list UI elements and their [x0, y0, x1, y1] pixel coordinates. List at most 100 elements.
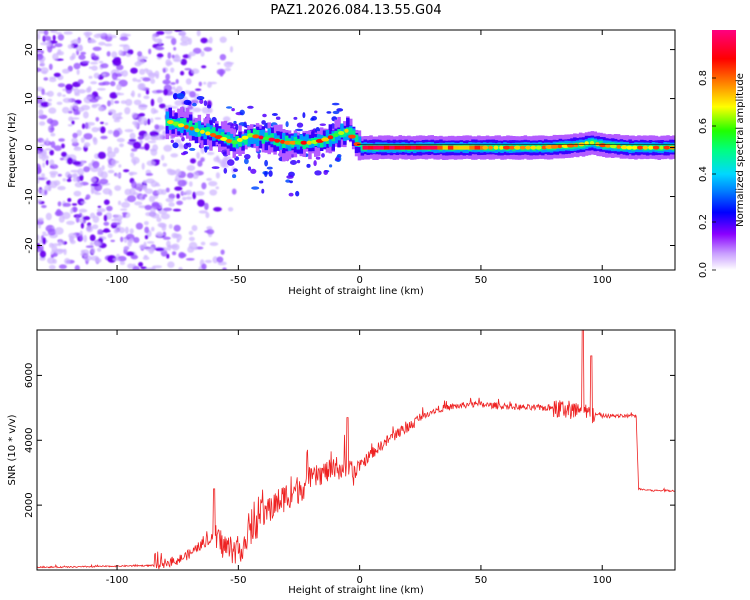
spectrogram-noise-blob [57, 185, 66, 191]
spectrogram-noise-blob [37, 247, 42, 253]
spectrogram-noise-blob [83, 234, 88, 243]
spectrogram-cell [458, 145, 465, 150]
snr-y-tick-label: 4000 [24, 428, 35, 453]
spectrogram-cell [266, 166, 273, 170]
spectrogram-noise-blob [154, 117, 162, 120]
spectrogram-noise-blob [206, 177, 213, 181]
spectrogram-noise-blob [63, 31, 73, 35]
spectrogram-noise-blob [131, 112, 138, 119]
spectrogram-cell [415, 145, 422, 150]
spectrogram-noise-blob [219, 69, 224, 77]
spectrogram-cell [203, 100, 208, 107]
spectrogram-cell [279, 139, 283, 150]
spectrogram-noise-blob [183, 90, 192, 94]
spectrogram-noise-blob [196, 151, 201, 159]
colorbar: 0.0 0.2 0.4 0.6 0.8 Normalized spectral ampl… [698, 30, 746, 278]
spectrogram-noise-blob [142, 77, 151, 82]
spectrogram-cell [244, 137, 248, 145]
spectrogram-noise-blob [69, 235, 74, 242]
spectrogram-noise-blob [62, 68, 70, 74]
spectrogram-noise-blob [209, 242, 219, 246]
spectrogram-cell [244, 158, 249, 165]
spectrogram-noise-blob [163, 88, 169, 96]
spectrogram-noise-blob [151, 265, 156, 270]
spectrogram-noise-blob [146, 241, 155, 244]
spectrogram-noise-blob [88, 66, 93, 69]
spectrogram-noise-blob [47, 257, 56, 264]
spectrogram-noise-blob [45, 137, 49, 145]
spectrogram-noise-blob [163, 144, 173, 152]
spectrogram-noise-blob [204, 259, 212, 264]
spectrogram-noise-blob [125, 98, 133, 106]
spectrogram-cell [282, 132, 286, 147]
snr-x-tick-label: -50 [230, 575, 246, 586]
spectrogram-noise-blob [120, 236, 124, 243]
spectrogram-cell [275, 116, 281, 120]
spectrogram-noise-blob [149, 248, 154, 252]
spectrogram-cell [305, 142, 309, 148]
spectrogram-noise-blob [41, 173, 45, 178]
spectrogram-noise-blob [149, 148, 156, 152]
spectrogram-cell [286, 175, 294, 179]
spectrogram-noise-blob [97, 169, 104, 177]
snr-x-tick-label: 100 [593, 575, 612, 586]
spectrogram-cell [285, 121, 289, 128]
spectrogram-cell [550, 144, 559, 149]
spectrogram-cell [488, 145, 493, 150]
spectrogram-noise-blob [72, 172, 78, 179]
spectrogram-noise-blob [175, 79, 179, 84]
spectrogram-noise-blob [103, 199, 110, 205]
spectrogram-noise-blob [92, 136, 97, 143]
spectrogram-noise-blob [192, 171, 199, 179]
spectrogram-noise-blob [42, 237, 47, 245]
spectrogram-cell [535, 145, 542, 150]
spectrogram-cell [637, 145, 644, 150]
spectrogram-noise-blob [142, 256, 150, 261]
spectrogram-cell [328, 134, 333, 147]
spectrogram-cell [367, 145, 374, 150]
spectrogram-cell [264, 159, 268, 167]
spectrogram-cell [519, 145, 526, 150]
spectrogram-cell [199, 99, 204, 104]
spectrogram-cell [241, 135, 249, 140]
spectrogram-noise-blob [139, 68, 146, 75]
spectrogram-noise-blob [203, 81, 207, 85]
spectrogram-noise-blob [119, 261, 125, 265]
spectrogram-cell [642, 145, 649, 150]
spectrogram-noise-blob [120, 208, 128, 211]
spectrogram-cell [663, 145, 671, 150]
spectrogram-noise-blob [90, 247, 96, 254]
spectrogram-cell [205, 131, 211, 136]
spectrogram-noise-blob [107, 129, 114, 135]
spectrogram-noise-blob [145, 212, 153, 217]
spectrogram-noise-blob [80, 222, 84, 229]
spectrogram-noise-blob [172, 208, 182, 212]
spectrogram-noise-blob [107, 146, 113, 154]
spectrogram-noise-blob [224, 67, 231, 72]
spectrogram-cells [165, 90, 675, 197]
spectrogram-cell [327, 135, 334, 140]
spectrogram-noise-blob [129, 171, 134, 176]
spectrogram-noise-blob [61, 151, 67, 158]
spectrogram-cell [220, 137, 228, 141]
spectrogram-cell [294, 140, 303, 145]
spectrogram-noise-blob [155, 247, 165, 252]
spectrogram-noise-blob [217, 62, 221, 65]
spectrogram-noise-blob [90, 177, 97, 183]
spectrogram-noise-blob [112, 257, 121, 261]
spectrogram-noise-blob [50, 132, 56, 137]
spectrogram-noise-blob [140, 184, 148, 190]
spectrogram-noise-blob [58, 240, 62, 247]
spectrogram-noise-blob [78, 54, 86, 60]
spectrogram-noise-blob [166, 240, 171, 248]
spectrogram-cell [188, 120, 193, 128]
spectrogram-cell [306, 140, 312, 145]
spectrogram-noise-blob [113, 130, 120, 138]
spectrogram-cell [296, 122, 304, 128]
spectrogram-noise-blob [125, 53, 131, 57]
spectrogram-cell [267, 128, 271, 142]
spectrogram-noise-blob [97, 87, 106, 91]
spectrogram-noise-blob [123, 237, 128, 243]
spectrogram-cell [261, 120, 266, 125]
spectrogram-noise-blob [38, 223, 41, 229]
